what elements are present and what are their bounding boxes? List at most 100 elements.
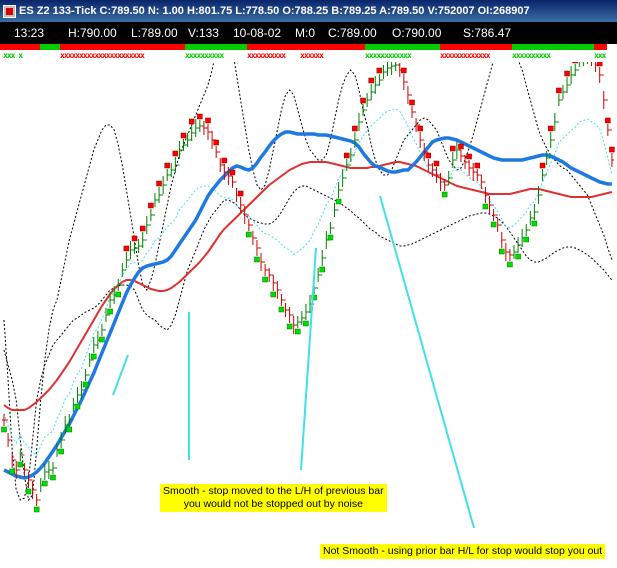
window-title: ES Z2 133-Tick C:789.50 N: 1.00 H:801.75… <box>19 5 530 17</box>
info-m: M:0 <box>295 26 316 40</box>
low-marker <box>262 276 268 283</box>
low-marker <box>91 353 97 360</box>
high-marker <box>156 180 162 187</box>
smooth-moving-average <box>3 130 612 480</box>
low-marker <box>303 320 309 327</box>
high-marker <box>401 67 407 74</box>
app-icon <box>3 4 16 18</box>
high-marker <box>229 169 236 176</box>
low-marker <box>295 328 301 335</box>
low-marker <box>82 381 89 388</box>
annotation-line <box>112 354 129 396</box>
high-marker <box>123 245 130 252</box>
signal-mark: xxxxxx <box>300 51 324 60</box>
high-marker <box>564 70 570 77</box>
high-marker <box>188 118 195 125</box>
low-marker <box>58 448 64 455</box>
high-marker <box>605 117 611 124</box>
low-marker <box>270 291 277 298</box>
low-marker <box>50 474 56 481</box>
high-marker <box>425 152 432 159</box>
low-marker <box>499 248 505 255</box>
high-marker <box>197 113 203 120</box>
high-marker <box>433 160 440 167</box>
low-marker <box>254 256 260 263</box>
slow-moving-average <box>3 161 613 411</box>
trend-strip <box>0 44 607 50</box>
signal-mark: xxx x <box>3 51 23 60</box>
signal-mark: xxxxxxxxxxxxx <box>440 51 491 60</box>
high-marker <box>172 150 179 157</box>
low-marker <box>99 336 105 343</box>
high-marker <box>237 190 244 197</box>
low-marker <box>515 253 521 260</box>
info-high: H:790.00 <box>68 26 117 40</box>
signal-mark: xxxxxxxxxxxxxxxxxxxxxx <box>60 51 145 60</box>
low-marker <box>531 220 538 227</box>
band-outer-upper <box>3 62 613 502</box>
high-marker <box>368 77 374 84</box>
low-marker <box>490 221 497 228</box>
high-marker <box>450 145 456 152</box>
low-marker <box>482 203 489 210</box>
info-low: L:789.00 <box>131 26 178 40</box>
window-title-bar: ES Z2 133-Tick C:789.50 N: 1.00 H:801.75… <box>0 0 617 22</box>
low-marker <box>1 426 7 433</box>
signal-mark: xxxxxxxxxx <box>247 51 286 60</box>
high-marker <box>556 87 562 94</box>
high-marker <box>131 235 138 242</box>
high-marker <box>572 62 578 64</box>
low-marker <box>319 266 325 273</box>
low-marker <box>42 480 48 487</box>
high-marker <box>539 162 546 169</box>
low-marker <box>278 306 285 313</box>
info-date: 10-08-02 <box>233 26 282 40</box>
low-marker <box>507 261 513 268</box>
high-marker <box>409 99 415 106</box>
high-marker <box>547 125 554 132</box>
info-time: 13:23 <box>14 26 45 40</box>
low-marker <box>441 191 448 198</box>
low-marker <box>523 236 529 243</box>
signal-mark: xxxxxxxxxxxx <box>365 51 412 60</box>
smooth-note-line2: you would not be stopped out by noise <box>183 498 363 510</box>
high-marker <box>180 132 187 139</box>
low-marker <box>74 403 81 410</box>
low-marker <box>286 323 293 330</box>
signal-mark: xxxxxxxxxx <box>512 51 551 60</box>
high-marker <box>205 117 211 124</box>
low-marker <box>66 426 73 433</box>
high-marker <box>360 97 366 104</box>
high-marker <box>343 152 350 159</box>
high-marker <box>213 139 219 146</box>
high-marker <box>221 157 228 164</box>
band-outer-lower <box>3 185 613 501</box>
price-chart <box>1 62 615 529</box>
info-s: S:786.47 <box>463 26 512 40</box>
signal-marks-row: xxx x xxxxxxxxxxxxxxxxxxxxxx xxxxxxxxxx … <box>0 50 617 62</box>
not-smooth-stop-note: Not Smooth - using prior bar H/L for sto… <box>320 544 606 559</box>
high-marker <box>148 202 154 209</box>
annotation-line <box>300 247 317 471</box>
low-marker <box>115 291 121 298</box>
high-marker <box>164 162 170 169</box>
high-marker <box>376 67 383 74</box>
low-marker <box>25 488 32 495</box>
low-marker <box>33 506 40 513</box>
high-marker <box>474 162 481 169</box>
smooth-stop-note: Smooth - stop moved to the L/H of previo… <box>160 484 387 512</box>
high-marker <box>458 143 464 150</box>
low-marker <box>107 308 113 315</box>
low-marker <box>246 231 252 238</box>
high-marker <box>352 125 358 132</box>
high-marker <box>596 62 603 67</box>
low-marker <box>327 234 334 241</box>
info-volume: V:133 <box>188 26 219 40</box>
high-marker <box>609 146 615 153</box>
low-marker <box>9 468 15 475</box>
high-marker <box>417 125 423 132</box>
smooth-note-line1: Smooth - stop moved to the L/H of previo… <box>163 485 384 497</box>
low-marker <box>17 461 24 468</box>
info-open: O:790.00 <box>392 26 442 40</box>
info-close: C:789.00 <box>328 26 377 40</box>
